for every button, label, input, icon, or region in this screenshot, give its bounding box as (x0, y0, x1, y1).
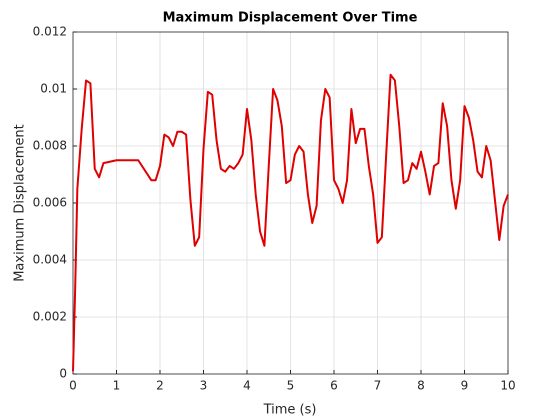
x-tick-label: 1 (113, 379, 121, 393)
y-tick-label: 0.002 (33, 310, 67, 324)
x-tick-label: 8 (417, 379, 425, 393)
x-axis-label: Time (s) (263, 403, 317, 418)
x-tick-label: 4 (243, 379, 251, 393)
chart-title: Maximum Displacement Over Time (163, 11, 418, 26)
x-tick-label: 9 (461, 379, 469, 393)
x-tick-label: 5 (287, 379, 295, 393)
y-tick-label: 0.012 (33, 25, 67, 39)
y-tick-label: 0.008 (33, 139, 67, 153)
y-tick-label: 0.01 (40, 82, 67, 96)
y-tick-label: 0 (59, 367, 67, 381)
x-tick-label: 2 (156, 379, 164, 393)
y-tick-label: 0.006 (33, 196, 67, 210)
line (72, 73, 509, 372)
x-tick-label: 10 (500, 379, 515, 393)
x-tick-label: 7 (374, 379, 382, 393)
y-tick-label: 0.004 (33, 253, 67, 267)
y-axis-label: Maximum Displacement (13, 124, 28, 282)
x-tick-label: 6 (330, 379, 338, 393)
x-tick-label: 0 (69, 379, 77, 393)
plot-frame (72, 31, 509, 375)
x-tick-label: 3 (200, 379, 208, 393)
